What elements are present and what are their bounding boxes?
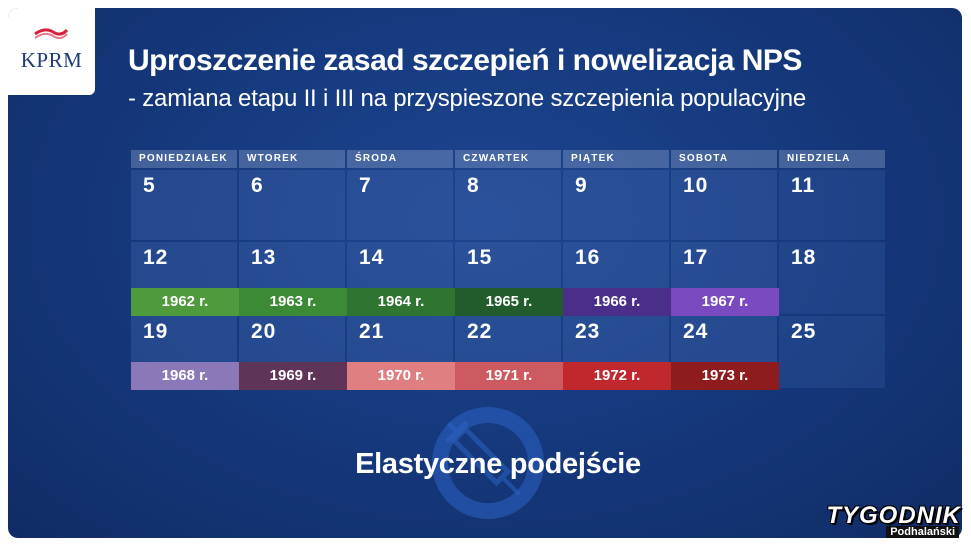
birth-year-band: 1968 r. [131, 362, 239, 390]
birth-year-band: 1969 r. [239, 362, 347, 390]
calendar-day-cell: 19 1968 r. [131, 316, 239, 390]
kprm-logo: KPRM [8, 8, 95, 95]
tygodnik-watermark: TYGODNIK Podhalański [787, 502, 967, 544]
calendar-day-cell: 21 1970 r. [347, 316, 455, 390]
day-of-week-header: CZWARTEK [455, 150, 561, 168]
day-number: 10 [683, 174, 709, 197]
calendar-day-cell: 10 [671, 170, 777, 240]
day-number: 18 [791, 246, 817, 269]
birth-year-band: 1963 r. [239, 288, 347, 316]
syringe-circle-icon [432, 407, 544, 519]
calendar-day-cell: 18 [779, 242, 885, 314]
day-number: 15 [467, 246, 493, 269]
day-of-week-header: ŚRODA [347, 150, 453, 168]
calendar-day-cell: 7 [347, 170, 453, 240]
page-subtitle: - zamiana etapu II i III na przyspieszon… [128, 85, 807, 112]
calendar-day-cell: 8 [455, 170, 561, 240]
day-number: 23 [575, 320, 601, 343]
day-number: 5 [143, 174, 156, 197]
day-of-week-header: PONIEDZIAŁEK [131, 150, 237, 168]
day-number: 8 [467, 174, 480, 197]
day-number: 9 [575, 174, 588, 197]
calendar-day-cell: 6 [239, 170, 345, 240]
day-number: 6 [251, 174, 264, 197]
birth-year-band: 1965 r. [455, 288, 563, 316]
day-number: 19 [143, 320, 169, 343]
day-of-week-header: WTOREK [239, 150, 345, 168]
calendar-day-cell: 15 1965 r. [455, 242, 563, 316]
calendar-day-cell: 22 1971 r. [455, 316, 563, 390]
day-number: 17 [683, 246, 709, 269]
polish-flag-icon [34, 28, 69, 40]
day-number: 13 [251, 246, 277, 269]
day-number: 14 [359, 246, 385, 269]
day-number: 11 [791, 174, 816, 197]
day-of-week-header: SOBOTA [671, 150, 777, 168]
day-of-week-header: PIĄTEK [563, 150, 669, 168]
main-panel: KPRM Uproszczenie zasad szczepień i nowe… [8, 8, 962, 538]
birth-year-band: 1972 r. [563, 362, 671, 390]
birth-year-band: 1966 r. [563, 288, 671, 316]
birth-year-band: 1964 r. [347, 288, 455, 316]
watermark-main-text: TYGODNIK [826, 502, 961, 529]
calendar-day-cell: 16 1966 r. [563, 242, 671, 316]
calendar-day-cell: 11 [779, 170, 885, 240]
birth-year-band: 1962 r. [131, 288, 239, 316]
watermark-sub-text: Podhalański [886, 526, 959, 538]
birth-year-band: 1973 r. [671, 362, 779, 390]
logo-text: KPRM [20, 48, 83, 72]
day-number: 12 [143, 246, 169, 269]
day-number: 21 [359, 320, 385, 343]
calendar-day-cell: 23 1972 r. [563, 316, 671, 390]
day-number: 7 [359, 174, 372, 197]
day-number: 20 [251, 320, 277, 343]
day-number: 25 [791, 320, 817, 343]
day-number: 22 [467, 320, 493, 343]
calendar-day-cell: 12 1962 r. [131, 242, 239, 316]
calendar-day-cell: 17 1967 r. [671, 242, 779, 316]
birth-year-band: 1967 r. [671, 288, 779, 316]
tagline: Elastyczne podejście [355, 448, 641, 480]
calendar-day-cell: 13 1963 r. [239, 242, 347, 316]
calendar-day-cell: 5 [131, 170, 237, 240]
page-title: Uproszczenie zasad szczepień i nowelizac… [128, 44, 802, 77]
birth-year-band: 1970 r. [347, 362, 455, 390]
day-of-week-header: NIEDZIELA [779, 150, 885, 168]
calendar-day-cell: 25 [779, 316, 885, 388]
vaccination-calendar: PONIEDZIAŁEK WTOREK ŚRODA CZWARTEK PIĄTEK SOB… [131, 150, 885, 390]
calendar-day-cell: 14 1964 r. [347, 242, 455, 316]
day-number: 24 [683, 320, 709, 343]
day-number: 16 [575, 246, 601, 269]
calendar-day-cell: 20 1969 r. [239, 316, 347, 390]
birth-year-band: 1971 r. [455, 362, 563, 390]
calendar-day-cell: 9 [563, 170, 669, 240]
calendar-day-cell: 24 1973 r. [671, 316, 779, 390]
